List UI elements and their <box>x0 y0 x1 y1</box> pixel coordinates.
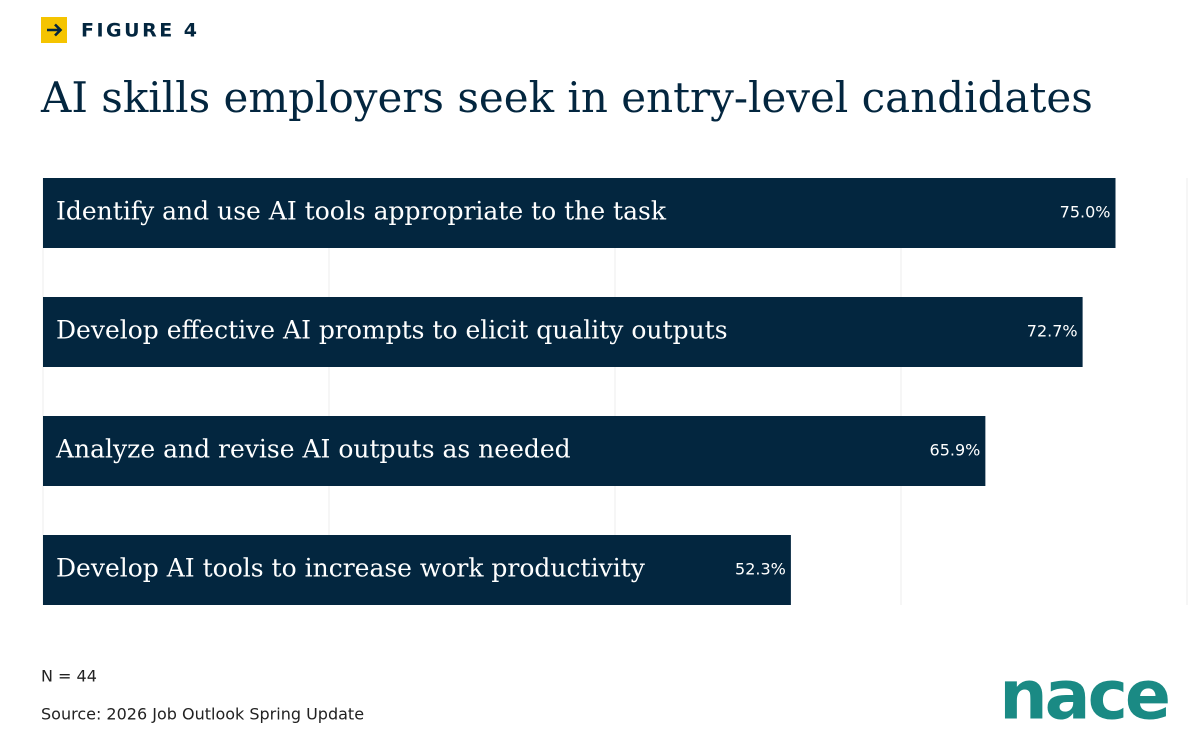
value-label: 65.9% <box>930 441 981 460</box>
figure-label: FIGURE 4 <box>81 20 200 42</box>
category-label: Develop effective AI prompts to elicit q… <box>56 316 728 345</box>
source: Source: 2026 Job Outlook Spring Update <box>41 705 364 724</box>
value-label: 52.3% <box>735 560 786 579</box>
bar <box>43 178 1116 248</box>
value-label: 75.0% <box>1060 203 1111 222</box>
bar <box>43 416 986 486</box>
category-label: Identify and use AI tools appropriate to… <box>56 197 667 226</box>
note: N = 44 <box>41 667 97 686</box>
bar <box>43 535 791 605</box>
figure-arrow <box>47 23 63 37</box>
value-label: 72.7% <box>1027 322 1078 341</box>
bar <box>43 297 1083 367</box>
chart-title: AI skills employers seek in entry-level … <box>40 73 1093 122</box>
logo: nace <box>999 657 1168 736</box>
category-label: Analyze and revise AI outputs as needed <box>55 435 571 464</box>
category-label: Develop AI tools to increase work produc… <box>56 554 646 583</box>
